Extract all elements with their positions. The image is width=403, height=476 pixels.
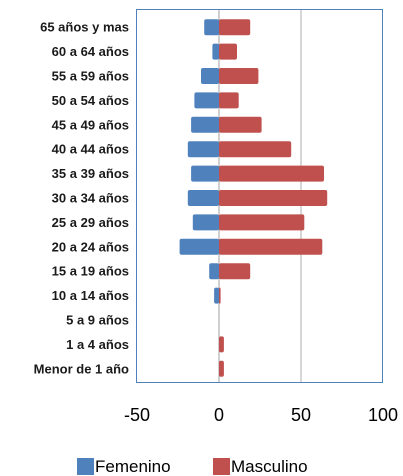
x-tick-label-100: 100 xyxy=(368,405,398,425)
category-label-5-a-9-anos: 5 a 9 años xyxy=(66,313,129,328)
legend-swatch-femenino xyxy=(77,458,94,475)
legend: Femenino Masculino xyxy=(77,457,308,476)
legend-label-femenino: Femenino xyxy=(95,457,171,476)
category-label-45-a-49-anos: 45 a 49 años xyxy=(52,117,129,132)
bar-masculino-40-a-44-anos xyxy=(219,141,292,158)
category-label-10-a-14-anos: 10 a 14 años xyxy=(52,288,129,303)
legend-label-masculino: Masculino xyxy=(231,457,308,476)
bar-femenino-40-a-44-anos xyxy=(187,141,219,158)
bar-femenino-55-a-59-anos xyxy=(201,68,219,84)
category-label-50-a-54-anos: 50 a 54 años xyxy=(52,93,129,108)
bars-group xyxy=(179,19,328,377)
category-label-20-a-24-anos: 20 a 24 años xyxy=(52,239,129,254)
bar-femenino-25-a-29-anos xyxy=(192,214,219,231)
category-label-55-a-59-anos: 55 a 59 años xyxy=(52,69,129,84)
bar-masculino-35-a-39-anos xyxy=(219,165,324,182)
bar-femenino-15-a-19-anos xyxy=(209,263,219,280)
bar-femenino-50-a-54-anos xyxy=(194,92,219,109)
category-label-35-a-39-anos: 35 a 39 años xyxy=(52,166,129,181)
bar-masculino-55-a-59-anos xyxy=(219,68,259,84)
bar-femenino-20-a-24-anos xyxy=(179,238,219,255)
legend-swatch-masculino xyxy=(213,458,230,475)
x-tick-label-neg-50: -50 xyxy=(124,405,150,425)
bar-masculino-menor-de-1-ano xyxy=(219,360,224,377)
bar-femenino-45-a-49-anos xyxy=(191,116,219,133)
x-axis-tick-labels: -50 0 50 100 xyxy=(124,405,398,425)
category-label-15-a-19-anos: 15 a 19 años xyxy=(52,264,129,279)
bar-masculino-30-a-34-anos xyxy=(219,190,328,206)
bar-masculino-1-a-4-anos xyxy=(219,336,224,353)
category-label-25-a-29-anos: 25 a 29 años xyxy=(52,215,129,230)
x-tick-label-0: 0 xyxy=(214,405,224,425)
bar-femenino-30-a-34-anos xyxy=(187,190,219,206)
bar-masculino-10-a-14-anos xyxy=(219,287,221,304)
bar-femenino-65-anos-y-mas xyxy=(204,19,219,36)
category-label-menor-de-1-ano: Menor de 1 año xyxy=(34,361,129,376)
category-label-1-a-4-anos: 1 a 4 años xyxy=(66,337,129,352)
bar-masculino-45-a-49-anos xyxy=(219,116,262,133)
bar-femenino-10-a-14-anos xyxy=(214,287,219,304)
x-tick-label-50: 50 xyxy=(291,405,311,425)
bar-masculino-25-a-29-anos xyxy=(219,214,305,231)
plot-area-border xyxy=(136,9,383,383)
bar-masculino-20-a-24-anos xyxy=(219,238,323,255)
category-label-40-a-44-anos: 40 a 44 años xyxy=(52,142,129,157)
category-label-60-a-64-anos: 60 a 64 años xyxy=(52,44,129,59)
category-label-65-anos-y-mas: 65 años y mas xyxy=(40,20,129,35)
category-labels: 65 años y mas 60 a 64 años 55 a 59 años 50 … xyxy=(34,20,129,377)
category-label-30-a-34-anos: 30 a 34 años xyxy=(52,191,129,206)
bar-masculino-15-a-19-anos xyxy=(219,263,251,280)
bar-femenino-60-a-64-anos xyxy=(212,43,219,60)
bar-masculino-50-a-54-anos xyxy=(219,92,239,109)
bar-masculino-65-anos-y-mas xyxy=(219,19,251,36)
bar-masculino-60-a-64-anos xyxy=(219,43,237,60)
bar-femenino-35-a-39-anos xyxy=(191,165,219,182)
